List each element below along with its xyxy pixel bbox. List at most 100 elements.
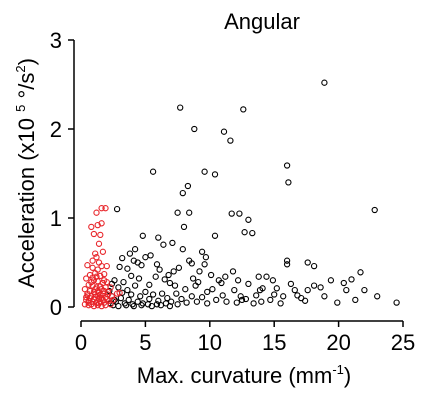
black-data-point xyxy=(245,216,252,223)
black-data-point xyxy=(198,248,206,255)
black-data-point xyxy=(374,293,381,300)
black-data-point xyxy=(130,302,137,310)
black-data-point xyxy=(291,286,298,294)
black-data-point xyxy=(183,299,190,306)
black-data-point xyxy=(277,300,284,307)
black-data-point xyxy=(165,271,172,279)
black-data-point xyxy=(209,286,216,293)
red-data-point xyxy=(93,209,100,216)
red-data-point xyxy=(116,289,123,296)
red-data-point xyxy=(97,231,104,239)
black-data-point xyxy=(128,272,135,280)
red-data-point xyxy=(84,262,91,269)
black-data-point xyxy=(321,79,328,86)
black-data-point xyxy=(152,273,159,280)
black-data-point xyxy=(269,277,277,284)
black-data-point xyxy=(146,295,153,303)
y-tick-label: 2 xyxy=(50,117,62,142)
x-axis: 0 5 10 15 20 25 xyxy=(75,320,415,355)
black-data-point xyxy=(249,229,256,237)
black-data-point xyxy=(241,229,248,236)
x-tick-label: 5 xyxy=(139,330,151,355)
black-data-point xyxy=(186,257,193,264)
black-data-point xyxy=(149,291,157,298)
y-axis-title: Acceleration (x10 5 °/s2) xyxy=(13,58,39,288)
y-axis: 0 1 2 3 xyxy=(50,28,75,320)
red-data-point xyxy=(106,297,113,304)
red-data-point xyxy=(108,293,116,300)
black-data-point xyxy=(202,254,210,261)
black-data-point xyxy=(393,299,400,306)
black-data-point xyxy=(283,261,291,268)
black-data-point xyxy=(156,266,163,273)
black-data-point xyxy=(201,261,208,268)
black-data-point xyxy=(255,273,262,280)
black-data-point xyxy=(171,282,179,289)
black-data-point xyxy=(196,268,203,275)
black-data-point xyxy=(256,286,264,294)
red-data-point xyxy=(90,230,98,238)
black-data-point xyxy=(223,298,230,305)
black-data-point xyxy=(173,290,180,297)
black-data-point xyxy=(177,104,184,111)
black-data-point xyxy=(334,299,341,306)
y-tick-label: 1 xyxy=(50,206,62,231)
black-data-point xyxy=(273,285,280,292)
black-data-point xyxy=(170,268,177,275)
red-data-point xyxy=(92,250,99,257)
black-data-point xyxy=(340,279,347,287)
black-data-point xyxy=(155,297,162,304)
chart-title: Angular xyxy=(224,9,300,34)
red-data-point xyxy=(104,288,112,296)
black-data-point xyxy=(280,293,287,300)
black-data-point xyxy=(310,282,318,289)
black-data-point xyxy=(234,277,242,284)
red-data-point xyxy=(102,294,109,301)
red-data-point xyxy=(95,300,103,307)
red-data-point xyxy=(103,262,110,270)
black-data-point xyxy=(238,296,246,304)
black-data-point xyxy=(174,209,181,216)
black-data-point xyxy=(111,277,118,284)
red-data-point xyxy=(99,248,107,255)
black-data-point xyxy=(157,302,165,309)
black-data-point xyxy=(186,209,193,216)
black-data-point xyxy=(193,298,201,305)
black-data-point xyxy=(178,295,185,303)
black-data-point xyxy=(253,292,260,299)
black-data-point xyxy=(213,296,220,304)
red-data-point xyxy=(85,299,92,306)
black-data-point xyxy=(201,168,208,175)
black-data-point xyxy=(128,291,135,298)
black-data-point xyxy=(207,271,215,279)
black-data-point xyxy=(139,232,146,239)
black-data-point xyxy=(229,268,237,275)
red-data-point xyxy=(92,270,99,277)
black-data-point xyxy=(117,294,125,302)
red-data-point xyxy=(83,294,90,301)
red-data-point xyxy=(102,205,109,212)
x-tick-label: 25 xyxy=(391,330,415,355)
black-data-point xyxy=(245,280,252,288)
black-data-point xyxy=(263,273,270,280)
x-tick-label: 0 xyxy=(75,330,87,355)
black-data-point xyxy=(357,269,364,276)
black-data-point xyxy=(158,290,166,297)
black-data-point xyxy=(147,252,154,259)
red-data-point xyxy=(93,254,100,261)
black-data-point xyxy=(138,262,145,269)
black-data-point xyxy=(182,286,189,293)
black-data-point xyxy=(131,246,139,253)
red-data-point xyxy=(93,273,100,280)
black-data-point xyxy=(285,179,292,186)
black-data-point xyxy=(310,262,318,270)
black-data-point xyxy=(135,275,143,282)
black-data-point xyxy=(352,296,359,304)
black-data-point xyxy=(228,210,235,217)
black-data-point xyxy=(236,210,243,217)
y-tick-label: 0 xyxy=(50,295,62,320)
black-data-point xyxy=(155,234,162,241)
x-tick-label: 15 xyxy=(262,330,286,355)
black-data-point xyxy=(124,265,131,272)
black-data-point xyxy=(237,293,244,300)
